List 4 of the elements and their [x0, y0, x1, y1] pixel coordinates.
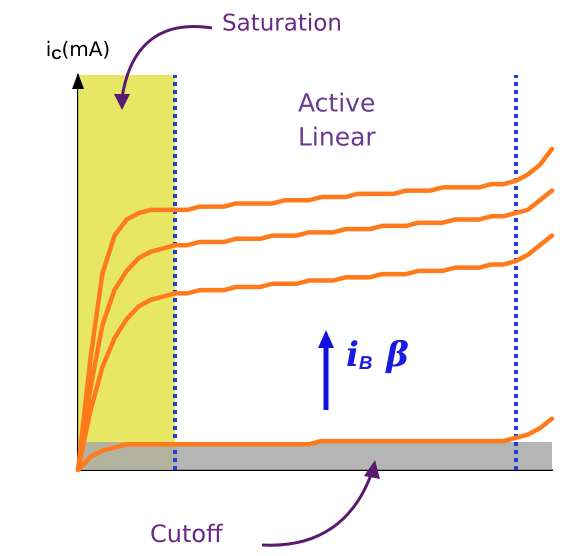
- annotation: Active Linear: [298, 88, 384, 152]
- annotation: iB β: [346, 335, 409, 375]
- text: Saturation: [222, 10, 342, 36]
- band-label: Cutoff: [150, 520, 224, 548]
